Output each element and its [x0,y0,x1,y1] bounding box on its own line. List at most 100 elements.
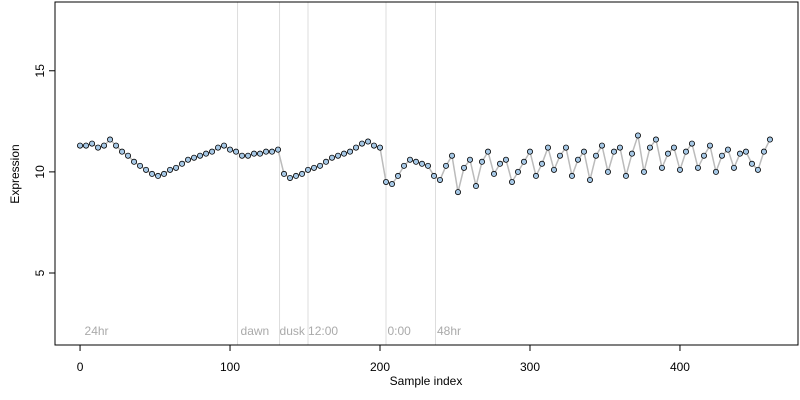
point [754,166,761,173]
point [359,140,366,147]
point [329,154,336,161]
point [419,160,426,167]
point [77,142,84,149]
point [275,146,282,153]
point [652,136,659,143]
x-tick-label: 300 [520,360,540,374]
point [454,189,461,196]
point [730,164,737,171]
point [281,170,288,177]
point [101,142,108,149]
point [538,160,545,167]
plot-frame [54,1,799,346]
point [305,166,312,173]
point [311,164,318,171]
point [718,152,725,159]
point [676,166,683,173]
point [604,168,611,175]
y-tick-label: 10 [33,165,47,179]
point [83,142,90,149]
point [287,174,294,181]
point [347,148,354,155]
point [131,158,138,165]
point [448,152,455,159]
point [490,170,497,177]
point [107,136,114,143]
point [724,146,731,153]
point [371,142,378,149]
x-axis-label: Sample index [390,374,463,388]
point [430,172,437,179]
point [173,164,180,171]
point [161,170,168,177]
annotation: 12:00 [308,324,338,338]
point [598,142,605,149]
point [377,144,384,151]
x-tick-label: 0 [77,360,84,374]
point [251,150,258,157]
point [502,156,509,163]
point [95,144,102,151]
point [712,168,719,175]
point [125,152,132,159]
point [395,172,402,179]
point [119,148,126,155]
point [407,156,414,163]
point [137,162,144,169]
point [664,150,671,157]
point [424,162,431,169]
y-tick-label: 5 [33,269,47,276]
point [766,136,773,143]
point [143,166,150,173]
point [616,144,623,151]
point [670,144,677,151]
point [586,176,593,183]
point [496,160,503,167]
x-tick-label: 200 [370,360,390,374]
point [257,150,264,157]
point [646,144,653,151]
point [203,150,210,157]
y-axis-label: Expression [8,144,22,203]
y-tick-label: 15 [33,64,47,78]
x-tick-label: 100 [220,360,240,374]
point [442,162,449,169]
point [317,162,324,169]
point [191,154,198,161]
point [233,148,240,155]
point [514,168,521,175]
point [323,158,330,165]
point [436,176,443,183]
point [658,164,665,171]
x-tick-label: 400 [670,360,690,374]
point [299,170,306,177]
annotation: 24hr [85,324,109,338]
point [574,156,581,163]
point [706,142,713,149]
point [610,148,617,155]
point [179,160,186,167]
annotation: dusk [280,324,306,338]
point [221,142,228,149]
point [263,148,270,155]
point [550,166,557,173]
point [478,158,485,165]
point [389,181,396,188]
point [155,172,162,179]
point [227,146,234,153]
annotation: 48hr [437,324,461,338]
point [335,152,342,159]
point [466,156,473,163]
point [149,170,156,177]
point [640,168,647,175]
point [682,148,689,155]
point [760,148,767,155]
point [556,152,563,159]
point [634,132,641,139]
point [383,178,390,185]
point [508,178,515,185]
point [694,164,701,171]
point [622,172,629,179]
annotation: 0:00 [388,324,412,338]
